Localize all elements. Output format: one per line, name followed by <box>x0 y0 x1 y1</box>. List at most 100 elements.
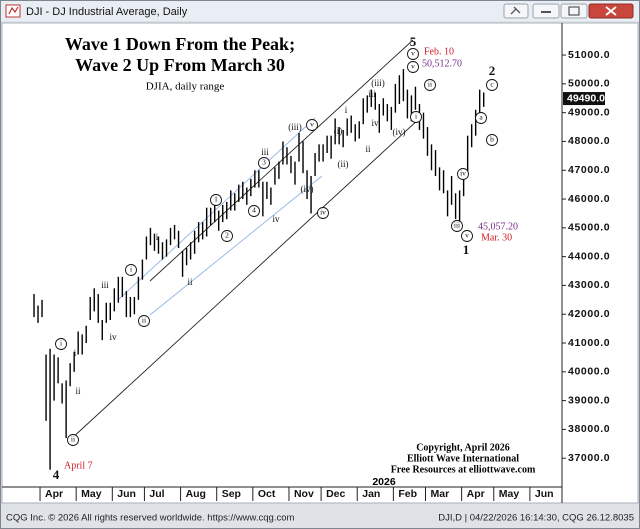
maximize-button[interactable] <box>560 3 588 19</box>
wave-label: iii <box>454 221 460 230</box>
wave-label: ii <box>142 316 146 325</box>
wave-label: iii <box>368 89 376 99</box>
wave-label: v <box>411 49 415 58</box>
credit-line: Copyright, April 2026 <box>416 442 510 453</box>
wave-label: iv <box>320 208 326 217</box>
last-price-label: 49490.0 <box>567 92 605 104</box>
wave-label: v <box>465 231 469 240</box>
window-icon-glyph <box>8 6 19 15</box>
wave-label: i <box>415 112 417 121</box>
window-title: DJI - DJ Industrial Average, Daily <box>26 6 188 18</box>
wave-circle <box>410 111 422 123</box>
wave-label: (ii) <box>338 159 349 169</box>
chart-panel <box>1 22 639 504</box>
wave-label: 3 <box>262 158 266 167</box>
y-tick-label: 50000.0 <box>568 78 610 90</box>
window-icon <box>5 4 21 18</box>
wave-label: 4 <box>252 206 256 215</box>
wave-label: iv <box>371 118 379 128</box>
wave-label: (iv) <box>393 127 406 137</box>
x-tick-label: May <box>81 488 102 500</box>
x-tick-label: Jun <box>117 488 136 500</box>
channel-line <box>149 39 414 282</box>
y-tick-label: 37000.0 <box>568 452 610 464</box>
pin-icon <box>510 6 521 15</box>
wave-label: (iii) <box>371 78 385 88</box>
wave-label: v <box>411 62 415 71</box>
y-tick-label: 40000.0 <box>568 366 610 378</box>
wave-label: c <box>490 80 494 89</box>
title-bar <box>1 1 639 21</box>
wave-circle <box>486 134 498 146</box>
chart-title: Wave 2 Up From March 30 <box>75 55 285 75</box>
wave-circle <box>55 338 67 350</box>
y-tick-label: 48000.0 <box>568 135 610 147</box>
wave-label: i <box>345 105 348 115</box>
x-tick-label: Apr <box>45 488 63 500</box>
x-tick-label: Apr <box>467 488 485 500</box>
y-tick-label: 46000.0 <box>568 193 610 205</box>
y-tick-label: 47000.0 <box>568 164 610 176</box>
x-tick-label: Jan <box>362 488 380 500</box>
x-tick-label: Mar <box>430 488 449 500</box>
wave-label: 4 <box>53 467 60 482</box>
x-tick-label: Aug <box>186 488 206 500</box>
y-tick-label: 43000.0 <box>568 279 610 291</box>
wave-circle <box>67 434 79 446</box>
footer-left: CQG Inc. © 2026 All rights reserved worl… <box>6 513 295 524</box>
y-tick-label: 44000.0 <box>568 250 610 262</box>
wave-label: 1 <box>214 195 218 204</box>
wave-label: 1 <box>463 242 470 257</box>
wave-label: ii <box>428 80 432 89</box>
wave-label: iii <box>101 280 109 290</box>
wave-label: iv <box>272 214 280 224</box>
wave-circle <box>258 157 270 169</box>
wave-label: v <box>310 120 314 129</box>
y-tick-label: 45000.0 <box>568 222 610 234</box>
wave-label: a <box>479 113 483 122</box>
wave-label: ii <box>71 435 75 444</box>
wave-circle <box>407 48 419 60</box>
wave-circle <box>407 61 419 73</box>
pin-button[interactable] <box>503 3 529 19</box>
wave-label: 5 <box>410 34 417 49</box>
wave-circle <box>424 79 436 91</box>
wave-label: 2 <box>225 231 229 240</box>
wave-label: i <box>130 265 132 274</box>
wave-circle <box>221 230 233 242</box>
wave-label: (iii) <box>288 122 302 132</box>
wave-label: ii <box>187 277 193 287</box>
wave-label: Feb. 10 <box>424 46 454 57</box>
credit-line: Free Resources at elliottwave.com <box>391 464 536 475</box>
y-tick-label: 39000.0 <box>568 394 610 406</box>
x-tick-label: Jun <box>535 488 554 500</box>
chart-title: Wave 1 Down From the Peak; <box>65 34 295 54</box>
wave-label: i <box>74 348 77 358</box>
close-icon <box>605 6 617 16</box>
channel-line <box>117 117 316 301</box>
wave-label: April 7 <box>64 460 93 471</box>
x-tick-label: Nov <box>294 488 314 500</box>
wave-circle <box>125 264 137 276</box>
y-tick-label: 51000.0 <box>568 49 610 61</box>
wave-label: (iv) <box>301 184 314 194</box>
minimize-icon <box>541 11 551 13</box>
year-label: 2026 <box>372 476 396 488</box>
last-price-box <box>563 92 605 106</box>
wave-circle <box>210 194 222 206</box>
wave-label: ii <box>365 144 371 154</box>
x-tick-label: Jul <box>149 488 164 500</box>
footer-right: DJI,D | 04/22/2026 16:14:30, CQG 26.12.8… <box>438 513 634 524</box>
wave-circle <box>475 112 487 124</box>
wave-circle <box>457 168 469 180</box>
channel-line <box>149 175 323 316</box>
y-tick-label: 41000.0 <box>568 337 610 349</box>
x-tick-label: May <box>499 488 520 500</box>
wave-circle <box>317 207 329 219</box>
maximize-icon <box>568 6 580 16</box>
x-tick-label: Sep <box>222 488 241 500</box>
x-tick-label: Oct <box>258 488 276 500</box>
x-tick-label: Feb <box>398 488 417 500</box>
wave-circle <box>138 315 150 327</box>
